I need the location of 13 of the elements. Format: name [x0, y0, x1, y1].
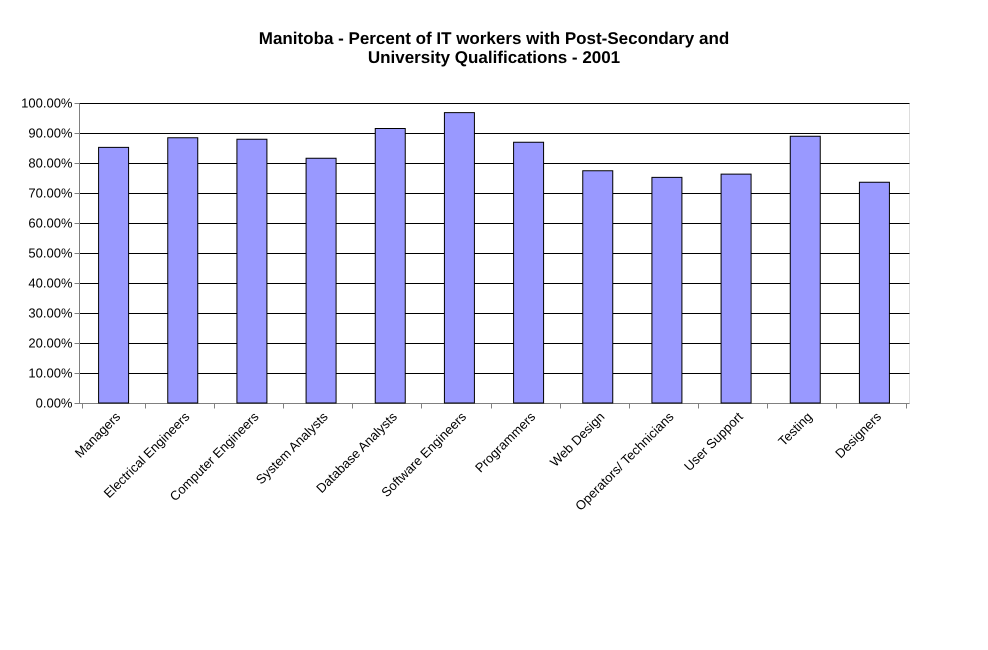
y-tick-label: 70.00% — [28, 186, 73, 200]
text: University Qualifications - 2001 — [368, 48, 620, 67]
y-tick-label: 90.00% — [28, 126, 73, 140]
y-tick-label: 50.00% — [28, 246, 73, 260]
y-tick-label: 10.00% — [28, 366, 73, 380]
y-tick-label: 0.00% — [36, 396, 73, 410]
y-tick-label: 80.00% — [28, 156, 73, 170]
y-tick-label: 60.00% — [28, 216, 73, 230]
y-tick-label: 20.00% — [28, 336, 73, 350]
text: Manitoba - Percent of IT workers with Post-Secondary and — [258, 29, 730, 48]
y-tick-label: 100.00% — [21, 96, 73, 110]
y-tick-label: 30.00% — [28, 306, 73, 320]
y-tick-label: 40.00% — [28, 276, 73, 290]
